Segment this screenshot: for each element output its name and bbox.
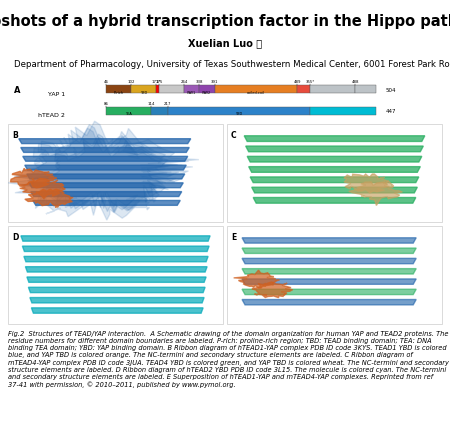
Bar [227, 125, 442, 223]
Bar [297, 86, 310, 94]
Bar [8, 125, 223, 223]
Polygon shape [10, 169, 57, 188]
Text: WW2: WW2 [202, 90, 211, 94]
Bar [215, 86, 297, 94]
Bar [184, 86, 199, 94]
Polygon shape [242, 290, 416, 295]
Text: Department of Pharmacology, University of Texas Southwestern Medical Center, 600: Department of Pharmacology, University o… [14, 60, 450, 69]
Text: 338: 338 [196, 80, 203, 84]
Polygon shape [244, 137, 425, 142]
Polygon shape [21, 148, 189, 153]
Bar [106, 86, 131, 94]
Bar [106, 108, 151, 116]
Polygon shape [246, 147, 423, 152]
Bar [159, 86, 184, 94]
Polygon shape [16, 122, 199, 213]
Polygon shape [234, 271, 279, 289]
Polygon shape [24, 257, 208, 262]
Polygon shape [14, 125, 189, 212]
Polygon shape [23, 157, 188, 162]
Polygon shape [250, 177, 419, 183]
Text: Xuelian Luo ；: Xuelian Luo ； [188, 38, 262, 48]
Text: E: E [231, 233, 236, 241]
Polygon shape [252, 283, 292, 298]
Bar [151, 108, 168, 116]
Bar [131, 86, 156, 94]
Text: Fig.2  Structures of TEAD/YAP interaction.  A Schematic drawing of the domain or: Fig.2 Structures of TEAD/YAP interaction… [8, 330, 449, 387]
Polygon shape [242, 269, 416, 274]
Polygon shape [25, 190, 73, 208]
Polygon shape [242, 300, 416, 305]
Polygon shape [242, 259, 416, 264]
Text: 175: 175 [156, 80, 163, 84]
Polygon shape [19, 139, 191, 144]
Polygon shape [29, 184, 183, 188]
Text: 46: 46 [104, 80, 108, 84]
Polygon shape [34, 138, 185, 213]
Polygon shape [344, 175, 389, 193]
Polygon shape [35, 135, 182, 208]
Text: 355*: 355* [306, 80, 315, 84]
Text: 264: 264 [180, 80, 188, 84]
Text: D: D [12, 233, 18, 241]
Polygon shape [253, 198, 416, 204]
Bar [310, 108, 376, 116]
Polygon shape [22, 247, 209, 252]
Text: 114: 114 [147, 102, 155, 106]
Polygon shape [33, 201, 180, 206]
Polygon shape [242, 238, 416, 244]
Text: 171*: 171* [151, 80, 161, 84]
Text: P-rich: P-rich [114, 90, 124, 94]
Text: B: B [12, 131, 18, 140]
Text: 86: 86 [104, 102, 108, 106]
Polygon shape [27, 277, 206, 283]
Text: WW1: WW1 [187, 90, 196, 94]
Bar [168, 108, 310, 116]
Polygon shape [32, 308, 203, 314]
Polygon shape [21, 236, 210, 242]
Polygon shape [242, 248, 416, 254]
Text: 102: 102 [127, 80, 135, 84]
Text: 504: 504 [386, 87, 396, 92]
Polygon shape [25, 267, 207, 272]
Polygon shape [252, 188, 417, 194]
Polygon shape [25, 166, 186, 171]
Polygon shape [247, 157, 422, 162]
Bar [227, 226, 442, 324]
Polygon shape [30, 298, 204, 303]
Text: hTEAD 2: hTEAD 2 [38, 113, 65, 118]
Bar [310, 86, 356, 94]
Polygon shape [27, 175, 185, 180]
Polygon shape [242, 279, 416, 285]
Text: 447: 447 [386, 109, 396, 114]
Text: 217: 217 [164, 102, 171, 106]
Polygon shape [31, 192, 182, 197]
Bar [156, 86, 159, 94]
Text: 488: 488 [351, 80, 359, 84]
Bar [199, 86, 215, 94]
Polygon shape [19, 179, 65, 199]
Text: coiled-coil: coiled-coil [247, 90, 265, 94]
Polygon shape [249, 167, 420, 173]
Text: YAP 1: YAP 1 [48, 91, 65, 96]
Text: 391: 391 [211, 80, 218, 84]
Text: TBD: TBD [140, 90, 147, 94]
Text: YBD: YBD [235, 112, 243, 116]
Bar [356, 86, 376, 94]
Text: A: A [14, 86, 21, 95]
Polygon shape [349, 182, 402, 206]
Bar [8, 226, 223, 324]
Polygon shape [28, 288, 205, 293]
Polygon shape [8, 129, 193, 221]
Text: C: C [231, 131, 237, 140]
Text: Snapshots of a hybrid transcription factor in the Hippo pathway: Snapshots of a hybrid transcription fact… [0, 14, 450, 29]
Text: 489: 489 [293, 80, 301, 84]
Text: TEA: TEA [125, 112, 132, 116]
